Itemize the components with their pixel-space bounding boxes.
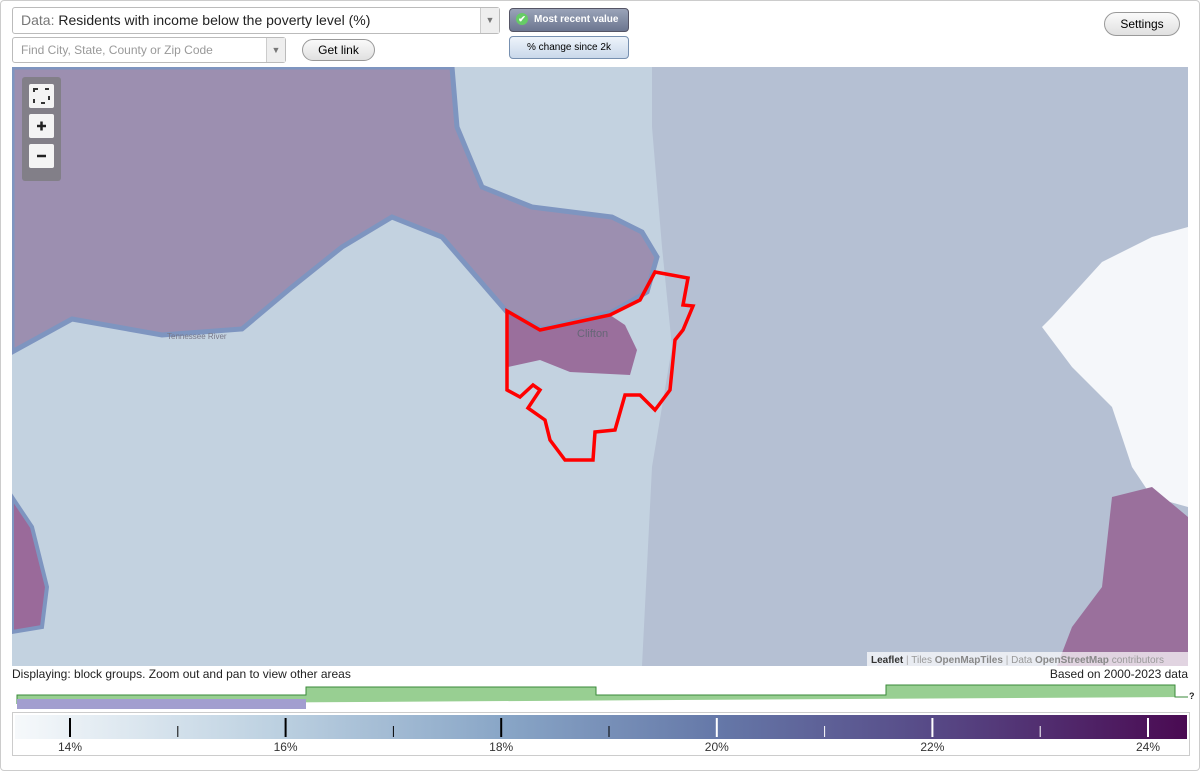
search-placeholder: Find City, State, County or Zip Code: [21, 43, 213, 57]
legend: 14% 16% 18% 20% 22% 24%: [12, 712, 1190, 756]
separator: |: [906, 655, 909, 666]
legend-gradient: [15, 715, 1187, 739]
plus-icon: [37, 121, 46, 131]
timeline-steps: [16, 684, 1188, 704]
settings-button[interactable]: Settings: [1104, 12, 1180, 36]
based-on-text: Based on 2000-2023 data: [1049, 667, 1188, 681]
legend-label: 16%: [274, 740, 298, 754]
get-link-button[interactable]: Get link: [302, 39, 375, 61]
search-box[interactable]: Find City, State, County or Zip Code ▼: [12, 37, 286, 63]
region: [1042, 227, 1188, 507]
most-recent-label: Most recent value: [534, 14, 619, 25]
data-prefix: Data:: [21, 12, 55, 28]
fullscreen-button[interactable]: [29, 84, 54, 108]
legend-label: 24%: [1136, 740, 1160, 754]
legend-label: 14%: [58, 740, 82, 754]
region: [642, 67, 1188, 666]
map[interactable]: Clifton Tennessee River Leaflet | Tiles …: [12, 67, 1188, 666]
legend-scale: 14% 16% 18% 20% 22% 24%: [15, 715, 1187, 754]
selected-area-outline[interactable]: [505, 270, 696, 462]
change-toggle[interactable]: % change since 2k: [509, 36, 629, 59]
region: [1057, 487, 1188, 666]
check-icon: ✔: [516, 13, 528, 25]
separator: |: [1006, 655, 1009, 666]
attribution-link[interactable]: Leaflet: [871, 655, 904, 666]
attribution-text: contributors: [1112, 655, 1164, 666]
data-select[interactable]: Data: Residents with income below the po…: [12, 7, 500, 34]
attribution-background: [867, 652, 1188, 666]
legend-label: 22%: [920, 740, 944, 754]
legend-label: 20%: [705, 740, 729, 754]
attribution-link[interactable]: OpenStreetMap: [1035, 655, 1109, 666]
timeline[interactable]: ?: [0, 683, 1200, 713]
attribution-text: Tiles: [911, 655, 932, 666]
displaying-text: Displaying: block groups. Zoom out and p…: [12, 667, 351, 681]
timeline-selection[interactable]: [17, 699, 306, 709]
region: [12, 493, 50, 635]
fullscreen-icon: [33, 88, 50, 104]
dropdown-arrow: ▼: [266, 38, 285, 62]
place-label: Clifton: [577, 328, 608, 340]
legend-label: 18%: [489, 740, 513, 754]
region: [507, 311, 637, 375]
attribution-link[interactable]: OpenMapTiles: [935, 655, 1004, 666]
river-label: Tennessee River: [167, 332, 227, 341]
attribution: Leaflet | Tiles OpenMapTiles | Data Open…: [871, 655, 1164, 666]
attribution-text: Data: [1011, 655, 1033, 666]
most-recent-toggle[interactable]: ✔ Most recent value: [509, 8, 629, 32]
dropdown-arrow: ▼: [480, 8, 499, 33]
data-value: Residents with income below the poverty …: [58, 12, 371, 28]
help-icon[interactable]: ?: [1189, 691, 1195, 701]
